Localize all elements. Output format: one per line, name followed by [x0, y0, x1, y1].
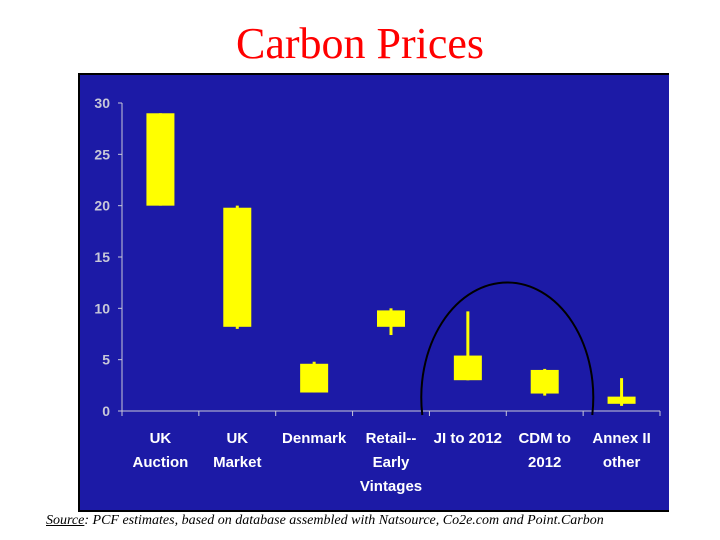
y-tick-label: 0 [102, 403, 110, 419]
source-note: Source: PCF estimates, based on database… [46, 513, 706, 529]
category-label: 2012 [528, 454, 561, 471]
y-tick-label: 30 [94, 95, 110, 111]
y-tick-label: 25 [94, 146, 110, 162]
chart-frame: 0 5 10 15 20 25 30 UK Auction UK Market Denmark Reta… [78, 73, 669, 512]
range-bar [453, 355, 482, 381]
y-tick-label: 5 [102, 352, 110, 368]
range-bar [530, 369, 559, 394]
range-bar [607, 396, 636, 404]
slide-title: Carbon Prices [235, 19, 485, 68]
highlight-circle [420, 281, 595, 416]
category-label: Vintages [360, 478, 422, 495]
range-bar [300, 363, 329, 393]
category-label: Denmark [282, 430, 347, 447]
source-text: : PCF estimates, based on database assem… [84, 513, 604, 528]
category-label: Retail-- [366, 430, 417, 447]
category-label: UK [150, 430, 172, 447]
source-label: Source [46, 513, 85, 528]
category-label: Auction [133, 454, 189, 471]
plot-area [80, 75, 669, 510]
category-label: Market [213, 454, 261, 471]
y-tick-label: 10 [94, 300, 110, 316]
range-bar [223, 207, 252, 327]
category-label: Annex II [592, 430, 650, 447]
category-label: JI to 2012 [434, 430, 502, 447]
range-bar [377, 310, 405, 327]
carbon-price-chart: 0 5 10 15 20 25 30 UK Auction UK Market Denmark Reta… [80, 75, 669, 510]
y-tick-label: 15 [94, 249, 110, 265]
category-label: other [603, 454, 641, 471]
category-label: CDM to [518, 430, 571, 447]
category-label: UK [226, 430, 248, 447]
category-label: Early [373, 454, 410, 471]
range-bar [146, 113, 175, 206]
y-tick-label: 20 [94, 198, 110, 214]
